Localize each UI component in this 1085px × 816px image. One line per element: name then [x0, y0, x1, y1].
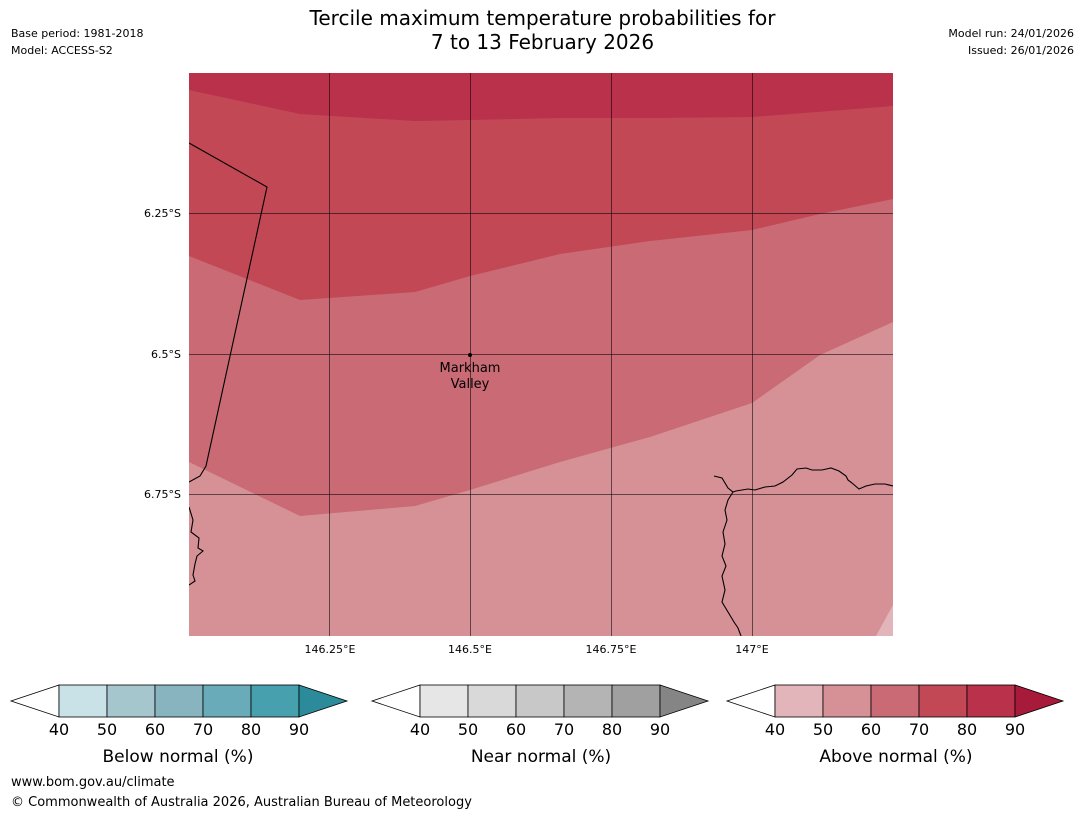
legend-near-normal: Near normal (%) 40 50 60 70 80 90: [370, 684, 710, 767]
issue-info: Model run: 24/01/2026 Issued: 26/01/2026: [948, 25, 1074, 59]
colorbar-tick-label: 40: [49, 720, 69, 739]
colorbar-tick-label: 50: [97, 720, 117, 739]
zone-70-80: [189, 73, 893, 300]
colorbar-tick-label: 50: [458, 720, 478, 739]
colorbar-max-extension: [1014, 684, 1065, 718]
lat-label: 6.25°S: [144, 207, 181, 220]
colorbar-tick-label: 40: [765, 720, 785, 739]
model-name-text: Model: ACCESS-S2: [11, 44, 113, 57]
river-line: [721, 491, 742, 636]
colorbar-min-extension: [370, 684, 421, 718]
colorbar-tick-label: 90: [289, 720, 309, 739]
colorbar-segment: [58, 684, 108, 718]
legend-title: Above normal (%): [819, 747, 972, 767]
colorbar-segment: [870, 684, 920, 718]
place-label-line-2: Valley: [451, 377, 490, 392]
colorbar-segment: [154, 684, 204, 718]
issued-date-text: Issued: 26/01/2026: [967, 44, 1074, 57]
colorbar-segment: [563, 684, 613, 718]
zone-80-90: [189, 73, 893, 121]
map-title: Tercile maximum temperature probabilitie…: [0, 6, 1085, 54]
colorbar-segment: [966, 684, 1016, 718]
colorbar-segment: [774, 684, 824, 718]
footer-url: www.bom.gov.au/climate: [11, 775, 175, 790]
colorbar-min-extension: [725, 684, 776, 718]
lat-label: 6.5°S: [151, 348, 181, 361]
colorbar-tick-label: 70: [909, 720, 929, 739]
colorbar-tick-label: 70: [554, 720, 574, 739]
colorbar-tick-label: 70: [193, 720, 213, 739]
title-line-1: Tercile maximum temperature probabilitie…: [309, 6, 776, 30]
lon-label: 146.25°E: [305, 643, 356, 656]
colorbar-tick-label: 50: [813, 720, 833, 739]
place-label-line-1: Markham: [440, 361, 501, 376]
province-border: [189, 142, 268, 483]
colorbar-tick-label: 80: [241, 720, 261, 739]
coastlines: [189, 142, 893, 636]
legend-below-normal: Below normal (%) 40 50 60 70 80 90: [9, 684, 349, 767]
colorbar-segment: [419, 684, 469, 718]
colorbar-tick-label: 80: [957, 720, 977, 739]
lon-label: 146.5°E: [448, 643, 492, 656]
colorbar-tick-label: 40: [410, 720, 430, 739]
colorbar-tick-label: 80: [602, 720, 622, 739]
coastline-west: [189, 506, 204, 586]
colorbar-min-extension: [9, 684, 60, 718]
place-marker: [468, 353, 472, 357]
model-info: Base period: 1981-2018 Model: ACCESS-S2: [11, 25, 143, 59]
footer-copyright: © Commonwealth of Australia 2026, Austra…: [11, 795, 472, 810]
colorbar-segment: [467, 684, 517, 718]
colorbar-segment: [918, 684, 968, 718]
longitude-labels: 146.25°E 146.5°E 146.75°E 147°E: [305, 643, 769, 656]
colorbar-tick-label: 60: [861, 720, 881, 739]
base-period-text: Base period: 1981-2018: [11, 27, 144, 40]
coastline-east: [713, 467, 893, 493]
colorbar-tick-label: 90: [1005, 720, 1025, 739]
legend-above-normal: Above normal (%) 40 50 60 70 80 90: [725, 684, 1065, 767]
colorbar-tick-label: 60: [145, 720, 165, 739]
lon-label: 146.75°E: [586, 643, 637, 656]
latitude-labels: 6.25°S 6.5°S 6.75°S: [144, 207, 181, 501]
colorbar-tick-label: 60: [506, 720, 526, 739]
lat-label: 6.75°S: [144, 488, 181, 501]
zone-40-50: [876, 605, 893, 636]
lon-label: 147°E: [735, 643, 768, 656]
colorbar-segment: [250, 684, 300, 718]
colorbar-segment: [611, 684, 661, 718]
colorbar-segment: [106, 684, 156, 718]
colorbar-segment: [515, 684, 565, 718]
legend-title: Below normal (%): [103, 747, 254, 767]
colorbar-segment: [202, 684, 252, 718]
colorbar-tick-label: 90: [650, 720, 670, 739]
colorbar-segment: [822, 684, 872, 718]
colorbar-max-extension: [298, 684, 349, 718]
colorbar-max-extension: [659, 684, 710, 718]
legend-title: Near normal (%): [471, 747, 611, 767]
model-run-text: Model run: 24/01/2026: [948, 27, 1074, 40]
title-line-2: 7 to 13 February 2026: [430, 30, 655, 54]
